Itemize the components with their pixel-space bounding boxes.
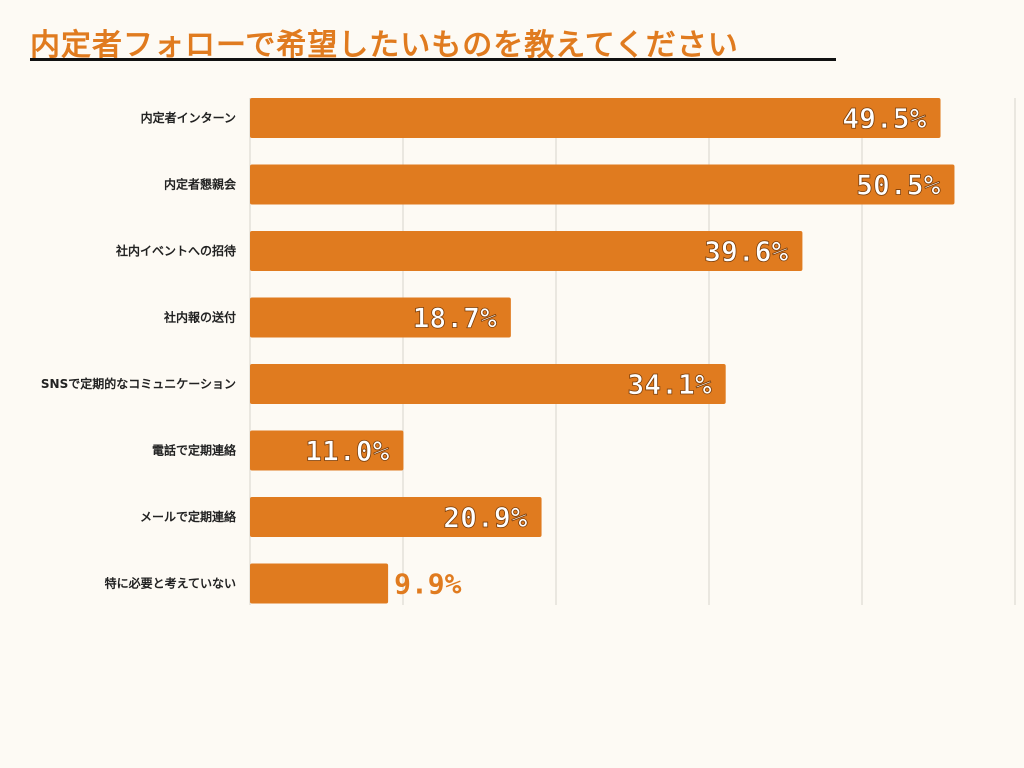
- data-label: 34.1%: [627, 368, 711, 401]
- category-label: 社内報の送付: [163, 310, 236, 325]
- data-label: 18.7%: [413, 302, 497, 335]
- data-label: 20.9%: [443, 501, 527, 534]
- bar: [250, 430, 404, 471]
- bar: [250, 231, 803, 271]
- data-label: 50.5%: [856, 169, 940, 202]
- category-label: SNSで定期的なコミュニケーション: [41, 376, 236, 391]
- bar: [250, 364, 726, 404]
- data-label: 11.0%: [305, 435, 389, 468]
- data-label: 49.5%: [842, 102, 926, 135]
- category-label: 電話で定期連絡: [152, 443, 237, 458]
- category-label: 社内イベントへの招待: [115, 243, 236, 258]
- bar: [250, 563, 389, 604]
- bar: [250, 497, 542, 537]
- category-label: 特に必要と考えていない: [105, 576, 236, 591]
- chart-title: 内定者フォローで希望したいものを教えてください: [30, 28, 739, 63]
- category-label: メールで定期連絡: [140, 509, 237, 524]
- data-label: 9.9%: [394, 568, 462, 601]
- bars: [250, 98, 955, 604]
- data-label: 39.6%: [704, 235, 788, 268]
- bar: [250, 297, 511, 338]
- bar: [250, 98, 941, 138]
- value-labels: 49.5% 50.5% 39.6% 18.7% 34.1% 11.0% 20.9% 9.9%: [305, 102, 941, 601]
- title-underline: [30, 58, 836, 61]
- category-label: 内定者懇親会: [164, 177, 237, 192]
- bar: [250, 164, 955, 205]
- category-label: 内定者インターン: [141, 110, 236, 125]
